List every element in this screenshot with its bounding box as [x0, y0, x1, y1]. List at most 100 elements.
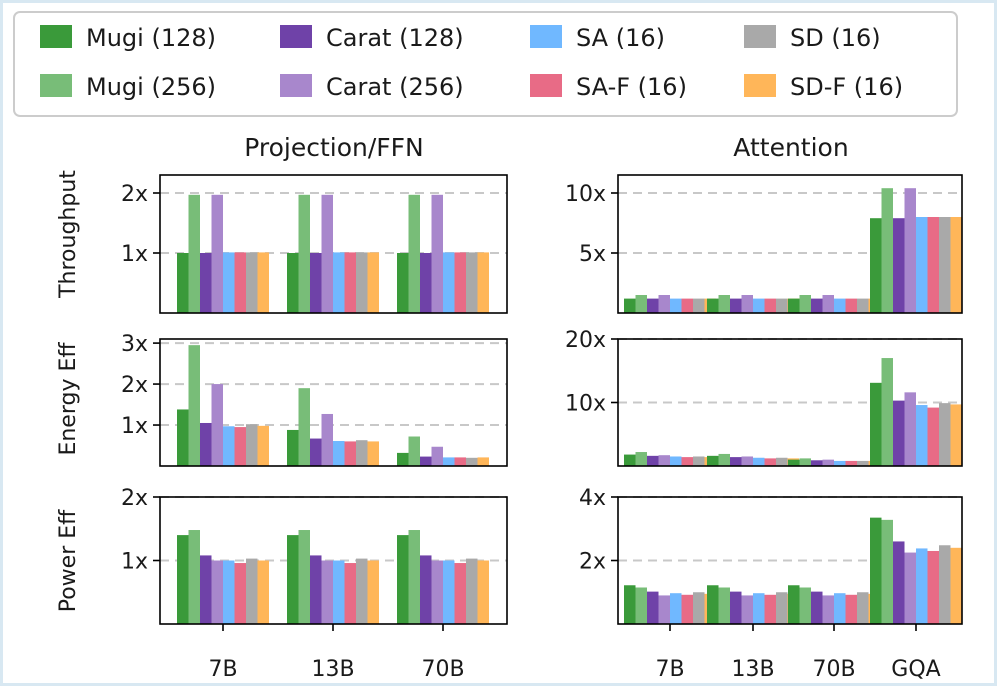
bar-power-attention-g3-s7: [950, 547, 962, 624]
y-tick-label-energy-projection-0: 1x: [121, 414, 148, 439]
bar-throughput-projection-g1-s3: [321, 194, 333, 313]
bar-throughput-projection-g2-s4: [443, 252, 455, 313]
bar-throughput-attention-g1-s3: [741, 295, 753, 313]
bar-throughput-projection-g2-s2: [420, 253, 432, 313]
bar-energy-projection-g0-s5: [234, 427, 246, 466]
panel-frame-throughput-attention: [617, 174, 963, 314]
bar-power-attention-g0-s0: [624, 585, 636, 624]
bar-throughput-attention-g0-s0: [624, 298, 636, 313]
legend-label-3: Carat (256): [326, 73, 464, 101]
bar-power-attention-g1-s5: [764, 594, 776, 624]
legend-label-6: SD (16): [790, 24, 881, 52]
bar-energy-attention-g0-s5: [681, 457, 693, 466]
legend-label-2: Carat (128): [326, 24, 464, 52]
bar-power-projection-g1-s4: [333, 560, 345, 624]
x-tick-attention-13b: 13B: [731, 657, 774, 682]
bar-power-projection-g2-s1: [408, 530, 420, 624]
bar-throughput-projection-g1-s6: [356, 252, 368, 313]
row-label-energy-eff: Energy Eff: [56, 342, 81, 456]
bar-power-projection-g2-s4: [443, 560, 455, 624]
column-title-attention: Attention: [733, 133, 848, 162]
bar-energy-projection-g1-s0: [287, 429, 299, 466]
bar-energy-attention-g3-s2: [893, 400, 905, 466]
legend-swatch-0: [40, 25, 72, 48]
y-tick-label-energy-attention-1: 20x: [565, 328, 606, 353]
bar-energy-attention-g0-s6: [693, 456, 705, 466]
bar-power-attention-g1-s1: [718, 587, 730, 624]
bar-power-attention-g2-s4: [834, 593, 846, 624]
bar-energy-projection-g1-s6: [356, 440, 368, 466]
bar-energy-projection-g2-s0: [397, 452, 409, 466]
bar-power-projection-g0-s3: [211, 560, 223, 624]
panel-energy-attention: 10x 20x: [565, 328, 963, 467]
bar-throughput-attention-g1-s4: [753, 298, 765, 313]
bar-power-attention-g2-s5: [845, 594, 857, 624]
bar-throughput-attention-g3-s1: [881, 188, 893, 313]
bar-power-attention-g3-s4: [916, 548, 928, 624]
bar-energy-attention-g2-s0: [788, 459, 800, 466]
x-tick-projection-7b: 7B: [208, 657, 237, 682]
panel-power-attention: 2x 4x: [579, 486, 963, 631]
panel-power-projection: 1x 2x: [121, 486, 508, 631]
bar-power-attention-g3-s3: [904, 552, 916, 624]
row-label-power-eff: Power Eff: [56, 509, 81, 612]
legend-label-1: Mugi (256): [86, 73, 216, 101]
bar-throughput-attention-g2-s0: [788, 298, 800, 313]
bar-energy-attention-g0-s1: [635, 452, 647, 466]
row-label-throughput: Throughput: [56, 170, 81, 299]
panel-frame-energy-projection: [159, 338, 508, 467]
bar-throughput-attention-g3-s3: [904, 188, 916, 313]
bar-energy-attention-g1-s1: [718, 453, 730, 466]
panel-throughput-projection: 1x 2x: [121, 174, 508, 314]
bar-energy-attention-g1-s6: [776, 457, 788, 466]
bar-energy-attention-g2-s5: [845, 460, 857, 466]
bar-energy-projection-g0-s7: [257, 425, 269, 466]
x-tick-attention-70b: 70B: [812, 657, 855, 682]
bar-throughput-projection-g2-s7: [477, 252, 489, 313]
bar-throughput-attention-g2-s6: [857, 298, 869, 313]
bar-throughput-attention-g1-s5: [764, 298, 776, 313]
bar-throughput-projection-g1-s5: [344, 252, 356, 313]
bar-power-projection-g0-s2: [200, 555, 212, 624]
bar-power-attention-g3-s2: [893, 541, 905, 624]
bar-energy-projection-g1-s7: [367, 441, 379, 466]
bar-power-projection-g1-s6: [356, 558, 368, 624]
bar-energy-attention-g2-s2: [811, 460, 823, 466]
x-tick-projection-13b: 13B: [311, 657, 354, 682]
bar-throughput-attention-g3-s7: [950, 217, 962, 313]
bar-throughput-projection-g1-s7: [367, 252, 379, 313]
bar-energy-projection-g2-s2: [420, 456, 432, 466]
bar-energy-attention-g2-s3: [822, 459, 834, 466]
bar-energy-attention-g1-s3: [741, 456, 753, 466]
y-tick-label-throughput-attention-1: 10x: [565, 182, 606, 207]
bar-throughput-attention-g1-s0: [707, 298, 719, 313]
bar-throughput-attention-g3-s2: [893, 218, 905, 313]
panel-energy-projection: 1x 2x 3x: [121, 332, 508, 467]
bar-power-projection-g1-s5: [344, 563, 356, 624]
bar-energy-projection-g0-s0: [177, 409, 189, 466]
bar-throughput-projection-g0-s0: [177, 253, 189, 313]
bar-throughput-attention-g2-s3: [822, 295, 834, 313]
bar-power-projection-g1-s7: [367, 560, 379, 624]
bar-power-projection-g1-s1: [298, 530, 310, 624]
legend-swatch-6: [744, 25, 776, 48]
bar-throughput-projection-g2-s6: [466, 252, 478, 313]
bar-energy-projection-g0-s3: [211, 384, 223, 466]
bar-energy-projection-g2-s5: [454, 457, 466, 466]
legend-swatch-2: [280, 25, 312, 48]
bar-throughput-attention-g0-s6: [693, 298, 705, 313]
bar-throughput-attention-g0-s4: [670, 298, 682, 313]
panel-throughput-attention: 5x 10x: [565, 174, 963, 314]
bar-throughput-projection-g0-s2: [200, 253, 212, 313]
bar-energy-attention-g1-s5: [764, 458, 776, 466]
bar-throughput-projection-g0-s3: [211, 194, 223, 313]
bar-power-attention-g3-s5: [927, 550, 939, 624]
bar-throughput-projection-g2-s5: [454, 252, 466, 313]
bar-power-projection-g0-s7: [257, 560, 269, 624]
bar-power-projection-g2-s0: [397, 535, 409, 624]
legend-swatch-1: [40, 74, 72, 97]
bar-energy-attention-g0-s3: [658, 455, 670, 466]
legend-label-5: SA-F (16): [576, 73, 687, 101]
y-tick-label-throughput-projection-1: 2x: [121, 182, 148, 207]
bar-energy-attention-g3-s3: [904, 392, 916, 466]
